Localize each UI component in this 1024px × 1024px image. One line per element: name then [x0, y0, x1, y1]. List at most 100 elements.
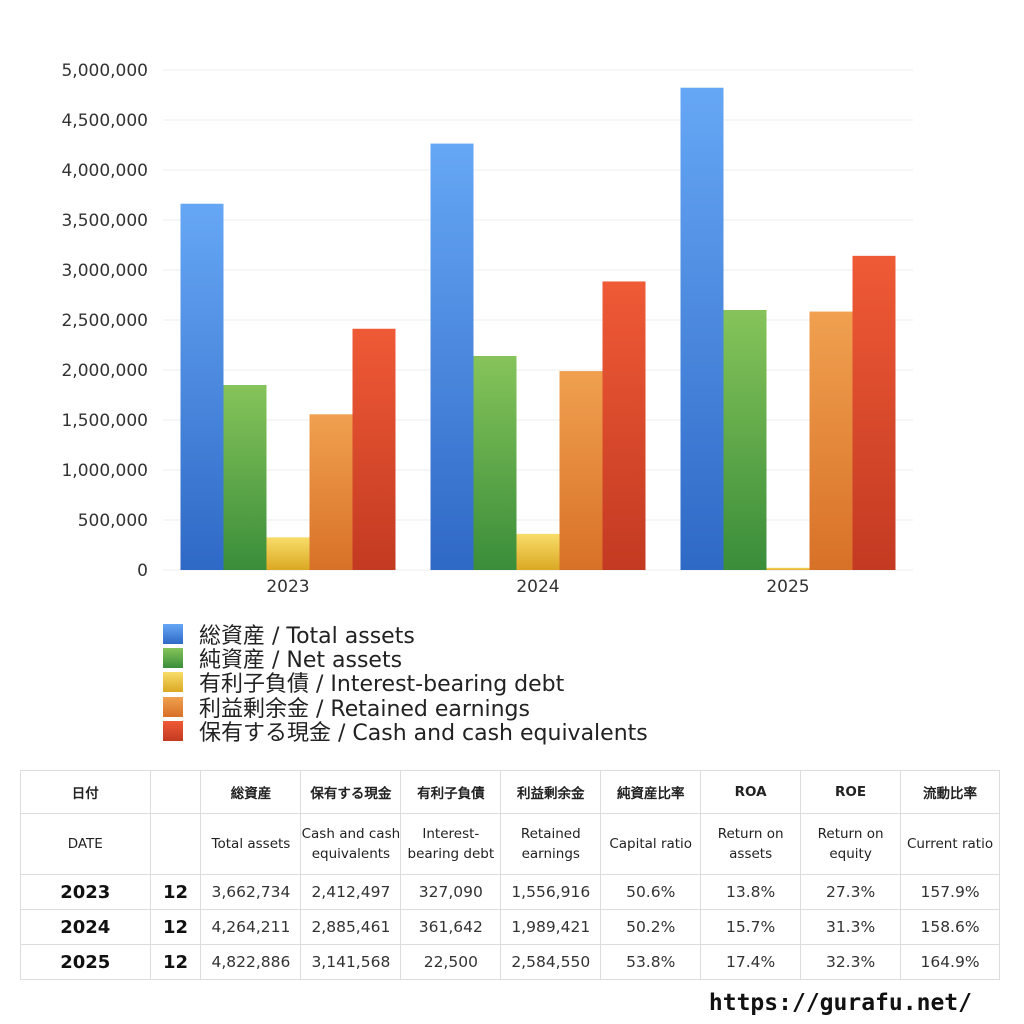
- legend-label: 保有する現金 / Cash and cash equivalents: [199, 720, 648, 746]
- bar-series-4-2025: [809, 311, 853, 570]
- year-cell: 2025: [20, 944, 151, 980]
- table-row: 2024 12 4,264,211 2,885,461 361,642 1,989,421…: [20, 909, 1000, 945]
- legend-label: 有利子負債 / Interest-bearing debt: [199, 672, 565, 698]
- column-header-en: DATE: [20, 813, 151, 875]
- column-header-jp: 利益剰余金: [500, 770, 602, 814]
- y-tick-label: 2,500,000: [61, 311, 148, 331]
- y-tick-label: 1,000,000: [61, 461, 148, 481]
- value-cell: 3,141,568: [300, 944, 402, 980]
- bar-series-2-2024: [473, 356, 517, 570]
- column-header-jp: ROA: [700, 770, 802, 814]
- x-category-label: 2025: [766, 577, 809, 597]
- year-cell: 2023: [20, 874, 151, 910]
- financial-data-table: 日付 総資産 保有する現金 有利子負債 利益剰余金 純資産比率 ROA ROE 流動比率 DAT…: [20, 770, 1000, 980]
- value-cell: 361,642: [400, 909, 502, 945]
- bar-series-5-2023: [352, 328, 396, 570]
- column-header-en: Retained earnings: [500, 813, 602, 875]
- y-tick-label: 5,000,000: [61, 61, 148, 81]
- value-cell: 2,412,497: [300, 874, 402, 910]
- legend-item: 総資産 / Total assets: [163, 622, 648, 649]
- bar-series-3-2023: [266, 537, 310, 570]
- bar-series-1-2025: [680, 87, 724, 571]
- value-cell: 4,822,886: [200, 944, 302, 980]
- column-header-jp: 日付: [20, 770, 151, 814]
- bar-series-5-2024: [602, 281, 646, 570]
- value-cell: 2,885,461: [300, 909, 402, 945]
- column-header-en: Return on assets: [700, 813, 802, 875]
- bar-chart: 0 500,000 1,000,000 1,500,000 2,000,000 2,500…: [61, 61, 913, 597]
- bar-series-1-2024: [430, 143, 474, 570]
- x-category-label: 2023: [266, 577, 309, 597]
- y-tick-label: 4,000,000: [61, 161, 148, 181]
- table-row: 2025 12 4,822,886 3,141,568 22,500 2,584,550 5…: [20, 944, 1000, 980]
- month-cell: 12: [149, 909, 202, 945]
- legend-label: 総資産 / Total assets: [199, 624, 415, 650]
- site-url: https://gurafu.net/: [708, 990, 972, 1016]
- y-tick-label: 3,000,000: [61, 261, 148, 281]
- value-cell: 13.8%: [700, 874, 802, 910]
- x-category-label: 2024: [516, 577, 559, 597]
- value-cell: 327,090: [400, 874, 502, 910]
- column-header-jp: 純資産比率: [600, 770, 702, 814]
- column-header-jp: 総資産: [200, 770, 302, 814]
- column-header-jp: [149, 770, 202, 814]
- chart-legend: 総資産 / Total assets 純資産 / Net assets 有利子負債 …: [163, 622, 648, 746]
- legend-swatch: [163, 672, 183, 693]
- bar-series-1-2023: [180, 203, 224, 570]
- column-header-en: Cash and cash equivalents: [300, 813, 402, 875]
- column-header-jp: ROE: [800, 770, 902, 814]
- y-tick-label: 4,500,000: [61, 111, 148, 131]
- value-cell: 157.9%: [900, 874, 1000, 910]
- table-header-english: DATE Total assets Cash and cash equivalent…: [20, 813, 1000, 875]
- y-tick-label: 500,000: [78, 511, 148, 531]
- legend-swatch: [163, 648, 183, 669]
- table-row: 2023 12 3,662,734 2,412,497 327,090 1,556,916…: [20, 874, 1000, 910]
- bar-series-5-2025: [852, 255, 896, 570]
- legend-swatch: [163, 720, 183, 741]
- value-cell: 164.9%: [900, 944, 1000, 980]
- bar-series-4-2024: [559, 371, 603, 570]
- legend-item: 利益剰余金 / Retained earnings: [163, 695, 648, 722]
- value-cell: 50.6%: [600, 874, 702, 910]
- column-header-en: Interest-bearing debt: [400, 813, 502, 875]
- table-header-japanese: 日付 総資産 保有する現金 有利子負債 利益剰余金 純資産比率 ROA ROE 流動比率: [20, 770, 1000, 814]
- value-cell: 4,264,211: [200, 909, 302, 945]
- value-cell: 27.3%: [800, 874, 902, 910]
- bar-series-3-2024: [516, 533, 560, 570]
- month-cell: 12: [149, 944, 202, 980]
- y-tick-label: 3,500,000: [61, 211, 148, 231]
- y-tick-label: 0: [137, 561, 148, 581]
- value-cell: 1,556,916: [500, 874, 602, 910]
- bar-series-2-2025: [723, 310, 767, 570]
- column-header-jp: 流動比率: [900, 770, 1000, 814]
- column-header-en: Return on equity: [800, 813, 902, 875]
- column-header-en: Capital ratio: [600, 813, 702, 875]
- column-header-en: Total assets: [200, 813, 302, 875]
- value-cell: 15.7%: [700, 909, 802, 945]
- value-cell: 32.3%: [800, 944, 902, 980]
- legend-swatch: [163, 624, 183, 645]
- column-header-jp: 有利子負債: [400, 770, 502, 814]
- value-cell: 1,989,421: [500, 909, 602, 945]
- legend-label: 利益剰余金 / Retained earnings: [199, 696, 530, 722]
- value-cell: 22,500: [400, 944, 502, 980]
- chart-canvas: 0 500,000 1,000,000 1,500,000 2,000,000 2,500…: [61, 61, 913, 597]
- year-cell: 2024: [20, 909, 151, 945]
- value-cell: 2,584,550: [500, 944, 602, 980]
- legend-item: 保有する現金 / Cash and cash equivalents: [163, 719, 648, 746]
- bar-series-2-2023: [223, 385, 267, 570]
- legend-item: 純資産 / Net assets: [163, 646, 648, 673]
- legend-swatch: [163, 696, 183, 717]
- value-cell: 31.3%: [800, 909, 902, 945]
- bar-series-4-2023: [309, 414, 353, 570]
- month-cell: 12: [149, 874, 202, 910]
- value-cell: 3,662,734: [200, 874, 302, 910]
- bar-series-3-2025: [766, 567, 810, 570]
- y-tick-label: 2,000,000: [61, 361, 148, 381]
- value-cell: 17.4%: [700, 944, 802, 980]
- legend-label: 純資産 / Net assets: [199, 648, 403, 674]
- legend-item: 有利子負債 / Interest-bearing debt: [163, 670, 648, 697]
- column-header-en: Current ratio: [900, 813, 1000, 875]
- value-cell: 53.8%: [600, 944, 702, 980]
- column-header-jp: 保有する現金: [300, 770, 402, 814]
